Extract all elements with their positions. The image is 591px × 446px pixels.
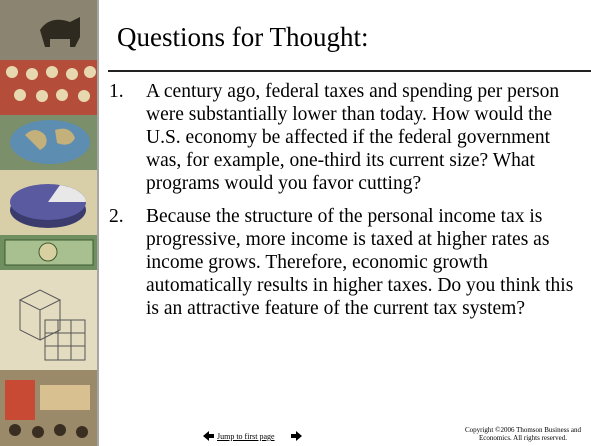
question-item: 2. Because the structure of the personal … [109, 205, 584, 320]
copyright-line: Copyright ©2006 Thomson Business and [464, 426, 582, 434]
question-list: 1. A century ago, federal taxes and spend… [109, 80, 584, 330]
slide-title: Questions for Thought: [117, 22, 369, 52]
question-item: 1. A century ago, federal taxes and spend… [109, 80, 584, 195]
item-number: 2. [109, 206, 124, 227]
copyright: Copyright ©2006 Thomson Business and Econ… [455, 426, 591, 442]
nav-link[interactable]: Jump to first page [217, 432, 275, 441]
copyright-line: Economics. All rights reserved. [478, 434, 568, 442]
item-text: Because the structure of the personal in… [146, 206, 574, 319]
item-text: A century ago, federal taxes and spendin… [146, 81, 560, 194]
nav-arrows [203, 431, 302, 441]
title-rule [108, 70, 591, 72]
sidebar-collage [0, 0, 99, 446]
prev-arrow[interactable] [203, 431, 214, 441]
next-arrow[interactable] [291, 431, 302, 441]
item-number: 1. [109, 81, 124, 102]
